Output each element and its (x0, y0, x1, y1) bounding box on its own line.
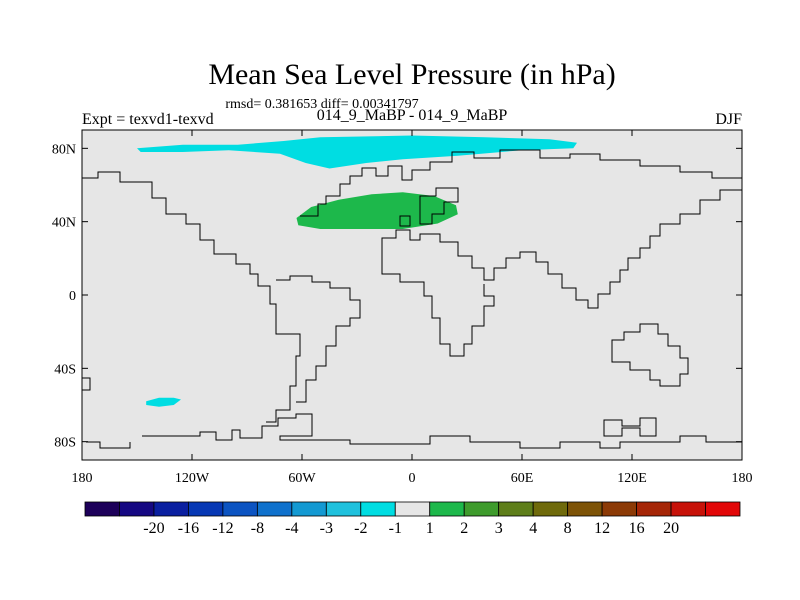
colorbar-swatch (291, 501, 327, 517)
colorbar-label: 12 (594, 520, 610, 537)
x-tick-label: 0 (409, 471, 416, 486)
colorbar-swatch (429, 501, 465, 517)
colorbar-label: -2 (354, 520, 367, 537)
chart-title: Mean Sea Level Pressure (in hPa) (208, 58, 615, 91)
map-background (82, 130, 742, 460)
colorbar-label: -3 (320, 520, 333, 537)
colorbar-label: -16 (178, 520, 199, 537)
colorbar-swatch (188, 501, 224, 517)
x-tick-label: 120W (175, 471, 210, 486)
y-tick-label: 40N (52, 216, 76, 231)
colorbar-swatch (84, 501, 120, 517)
colorbar-swatch (670, 501, 706, 517)
y-tick-label: 80S (54, 436, 76, 451)
experiment-label: Expt = texvd1-texvd (82, 111, 214, 128)
colorbar-swatch (325, 501, 362, 517)
stats-label: rmsd= 0.381653 diff= 0.00341797 (225, 97, 418, 112)
coastline (82, 149, 742, 449)
colorbar-swatch (360, 501, 396, 517)
colorbar-swatch (463, 501, 500, 517)
x-tick-label: 60E (511, 471, 534, 486)
colorbar-swatch (567, 501, 603, 517)
colorbar-label: -20 (143, 520, 164, 537)
colorbar-swatch (153, 501, 189, 517)
season-label: DJF (715, 111, 742, 128)
y-tick-label: 0 (69, 289, 76, 304)
colorbar-label: 2 (460, 520, 468, 537)
colorbar-swatch (601, 501, 637, 517)
tick-layer: 180 120W 60W 0 60E 120E 180 80N 40N 0 40S 80S (52, 130, 753, 486)
case-label: 014_9_MaBP - 014_9_MaBP (317, 107, 508, 124)
map-panel: 180 120W 60W 0 60E 120E 180 80N 40N 0 40S 80S (52, 129, 753, 486)
y-tick-label: 40S (54, 362, 76, 377)
x-tick-label: 120E (617, 471, 647, 486)
colorbar: -20 -16 -12 -8 -4 -3 -2 -1 1 2 3 4 8 12 16 20 (84, 501, 741, 537)
colorbar-label: 1 (426, 520, 434, 537)
colorbar-label: 3 (495, 520, 503, 537)
colorbar-label: 20 (663, 520, 679, 537)
anomaly-layer (137, 135, 577, 407)
x-tick-label: 180 (72, 471, 93, 486)
anomaly-arctic-low (137, 135, 577, 169)
colorbar-label: -1 (389, 520, 402, 537)
anomaly-eurasia-high (296, 192, 458, 229)
y-tick-label: 80N (52, 142, 76, 157)
colorbar-label: 4 (529, 520, 537, 537)
colorbar-swatch (119, 501, 155, 517)
anomaly-south-pacific-low (146, 397, 181, 407)
colorbar-swatch (636, 501, 672, 517)
colorbar-swatch (532, 501, 569, 517)
colorbar-swatch (705, 501, 741, 517)
colorbar-label: 16 (629, 520, 645, 537)
colorbar-swatch (394, 501, 431, 517)
colorbar-swatch (222, 501, 258, 517)
colorbar-label: -4 (285, 520, 298, 537)
colorbar-label: -12 (212, 520, 233, 537)
x-tick-label: 180 (732, 471, 753, 486)
colorbar-label: 8 (564, 520, 572, 537)
x-tick-label: 60W (288, 471, 316, 486)
colorbar-swatch (256, 501, 293, 517)
colorbar-swatch (498, 501, 534, 517)
colorbar-label: -8 (251, 520, 264, 537)
